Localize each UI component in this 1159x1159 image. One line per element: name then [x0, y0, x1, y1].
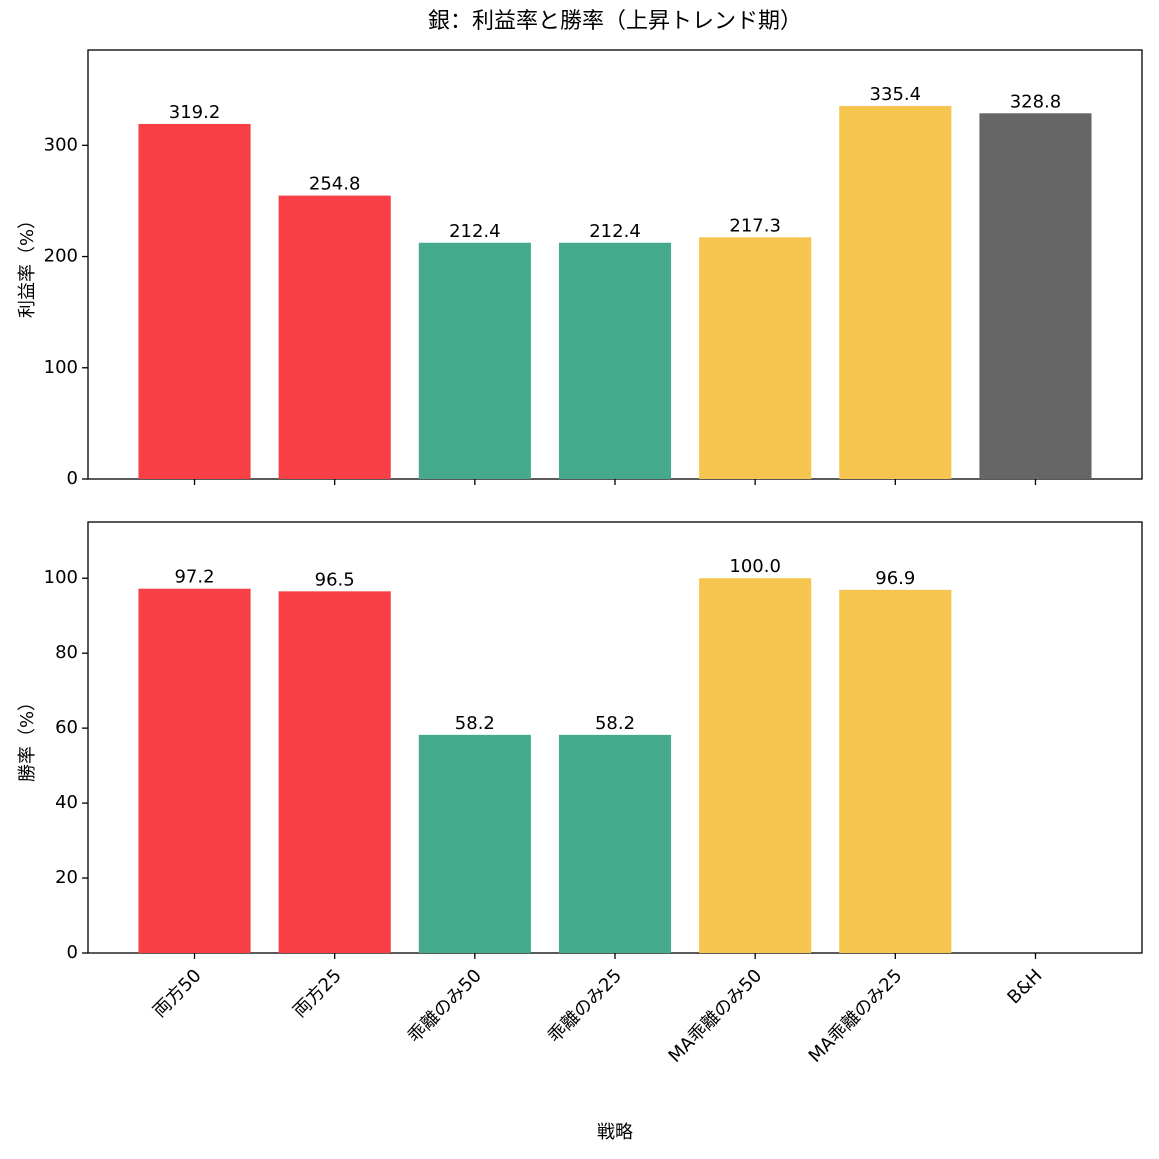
value-label: 254.8	[309, 174, 361, 195]
y-axis-label: 勝率（%）	[17, 693, 38, 782]
y-tick-label: 200	[44, 246, 78, 267]
y-axis-label: 利益率（%）	[17, 211, 38, 318]
bar	[839, 589, 952, 953]
value-label: 335.4	[870, 84, 922, 105]
x-tick-label: 乖離のみ50	[404, 965, 486, 1047]
y-tick-label: 20	[55, 867, 78, 888]
x-tick-label: MA乖離のみ50	[665, 965, 767, 1067]
bar	[278, 591, 391, 953]
y-tick-label: 60	[55, 717, 78, 738]
bar	[418, 734, 531, 953]
bar	[699, 237, 812, 479]
bar	[699, 578, 812, 953]
bar	[138, 123, 251, 479]
x-tick-label: 両方25	[289, 965, 346, 1022]
bar	[558, 734, 672, 953]
value-label: 217.3	[729, 215, 781, 236]
x-tick-label: 乖離のみ25	[544, 965, 626, 1047]
bar	[278, 195, 391, 479]
value-label: 328.8	[1010, 91, 1062, 112]
bar	[418, 242, 531, 479]
y-tick-label: 300	[44, 134, 78, 155]
value-label: 58.2	[595, 713, 635, 734]
y-tick-label: 40	[55, 792, 78, 813]
y-tick-label: 0	[67, 468, 78, 489]
x-axis-label: 戦略	[597, 1122, 633, 1143]
chart-title: 銀：利益率と勝率（上昇トレンド期）	[428, 9, 802, 34]
value-label: 100.0	[729, 556, 781, 577]
y-tick-label: 0	[67, 942, 78, 963]
value-label: 58.2	[455, 713, 495, 734]
value-label: 96.9	[875, 568, 915, 589]
y-tick-label: 100	[44, 567, 78, 588]
bar	[979, 113, 1092, 480]
value-label: 319.2	[169, 102, 221, 123]
bar	[138, 588, 251, 953]
value-label: 212.4	[589, 221, 641, 242]
x-tick-label: 両方50	[149, 965, 206, 1022]
bar	[839, 105, 952, 480]
x-tick-label: B&H	[1003, 965, 1046, 1008]
x-tick-label: MA乖離のみ25	[805, 965, 907, 1067]
value-label: 212.4	[449, 221, 501, 242]
value-label: 96.5	[315, 569, 355, 590]
y-tick-label: 100	[44, 357, 78, 378]
y-tick-label: 80	[55, 642, 78, 663]
value-label: 97.2	[174, 567, 214, 588]
bar	[558, 242, 672, 479]
